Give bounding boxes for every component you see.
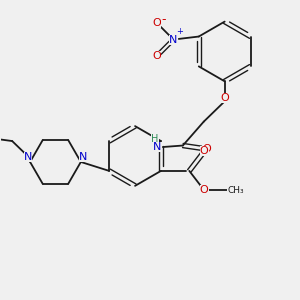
Text: O: O (220, 93, 229, 103)
Text: N: N (23, 152, 32, 162)
Text: N: N (79, 152, 87, 162)
Text: N: N (153, 142, 162, 152)
Text: H: H (152, 134, 159, 144)
Text: O: O (202, 143, 211, 154)
Text: O: O (153, 18, 161, 28)
Text: O: O (200, 146, 208, 157)
Text: O: O (153, 51, 161, 61)
Text: O: O (200, 185, 208, 195)
Text: CH₃: CH₃ (227, 186, 244, 195)
Text: N: N (169, 34, 178, 44)
Text: +: + (176, 27, 183, 36)
Text: -: - (161, 13, 166, 26)
